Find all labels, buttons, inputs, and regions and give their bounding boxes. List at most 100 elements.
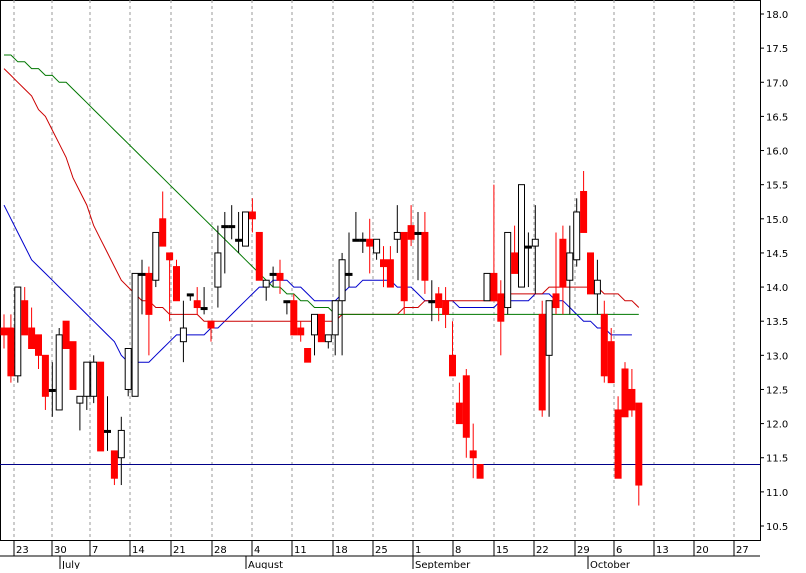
candle [35,334,42,369]
candle-body [483,272,491,302]
candle [41,354,49,410]
candle [248,198,256,233]
candle [580,171,588,233]
candle-body [159,218,167,247]
candle-body [200,307,208,311]
candle-body [21,300,29,336]
month-label: September [415,560,471,569]
candle [600,300,608,383]
candle [380,246,387,288]
y-tick-label: 12.5 [766,385,788,396]
candle-body [455,402,463,425]
candle-body [145,272,153,315]
candle [393,205,401,253]
candle-body [600,313,608,377]
candle [366,218,374,274]
candle-body [366,238,374,247]
candle [524,232,532,288]
candle [324,334,332,349]
candle-body [83,361,91,397]
candle-body [76,395,84,404]
candle [531,205,539,294]
x-tick-label: 30 [54,545,67,556]
x-tick-label: 18 [335,545,348,556]
candle-body [573,211,581,261]
y-tick-label: 15.0 [766,215,788,226]
candle [21,287,29,336]
candle-body [400,231,408,302]
candle [138,259,146,315]
x-tick-label: 15 [496,545,509,556]
candle-body [104,429,111,433]
candle [228,205,236,240]
y-tick-label: 11.5 [766,454,788,465]
candle [207,320,215,342]
candle [414,211,422,281]
candle-body [621,368,629,418]
candle-body [393,231,401,240]
candle [221,211,229,274]
candle-body [7,327,15,377]
candle-body [69,341,77,390]
candle-body [14,286,22,377]
candle-body [138,272,146,276]
candle [290,293,298,336]
candle-body [380,259,387,268]
candle-body [304,348,312,363]
candle [386,246,394,288]
candle [235,211,243,253]
x-tick-label: 11 [294,545,307,556]
candle-body [414,231,422,235]
candle-body [552,293,560,309]
candle-body [283,300,291,304]
candle [255,231,263,281]
x-tick-label: 20 [696,545,709,556]
candle-body [131,272,139,397]
candle-body [421,231,429,281]
candle [262,279,270,301]
candle [117,416,125,486]
month-label: October [590,560,631,569]
candle [110,450,118,486]
candle-body [193,300,201,309]
candle-body [352,238,360,242]
candle [628,368,636,417]
candle [607,328,615,384]
candle [276,259,284,294]
candle-body [469,450,477,459]
candle [317,313,325,343]
y-tick-label: 16.0 [766,147,788,158]
candle [400,231,408,315]
x-tick-label: 13 [656,545,669,556]
candle-body [124,348,132,390]
x-tick-label: 28 [214,545,227,556]
candle [359,232,367,253]
candle-body [207,320,215,329]
candle-body [90,361,98,397]
month-label: July [61,560,80,569]
candle [242,211,249,247]
candle-body [428,300,436,304]
candle-body [186,293,194,297]
x-tick-label: 22 [536,545,549,556]
y-tick-label: 12.0 [766,420,788,431]
candle-body [28,327,36,350]
candle-body [407,225,415,240]
candle-body [262,279,270,288]
candle [214,225,222,308]
candle [552,232,560,315]
y-tick-label: 14.0 [766,283,788,294]
x-tick-label: 6 [616,545,622,556]
candle-body [276,272,284,281]
y-tick-label: 18.0 [766,10,788,21]
candle [373,238,381,260]
candle-body [587,252,594,295]
candle-body [41,354,49,397]
y-tick-label: 14.5 [766,249,788,260]
candle-body [221,225,229,229]
x-tick-label: 21 [173,545,186,556]
candle [304,348,312,363]
candle-body [311,313,318,336]
candle [469,423,477,479]
